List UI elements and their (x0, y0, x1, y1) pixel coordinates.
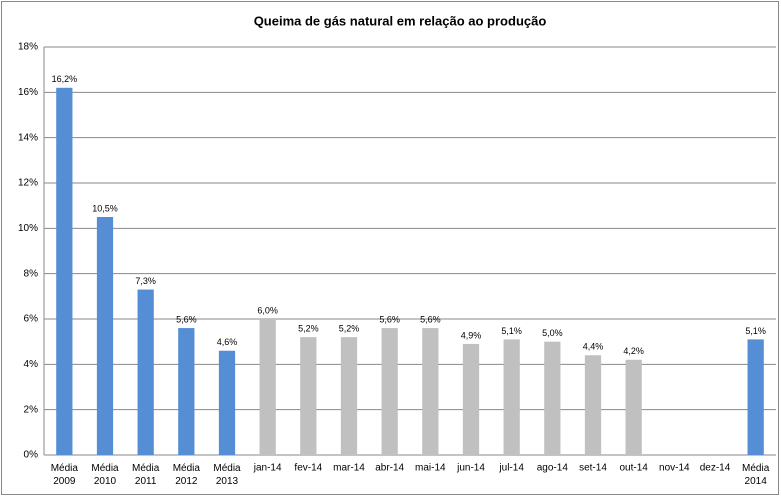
y-tick-label: 0% (24, 450, 39, 461)
y-tick-label: 8% (24, 268, 39, 279)
bar (381, 328, 398, 455)
x-tick-label: abr-14 (375, 463, 404, 474)
x-tick-label: Média 2013 (213, 463, 241, 487)
y-tick-label: 16% (18, 87, 38, 98)
bar (544, 341, 561, 455)
bar (625, 359, 642, 455)
y-tick-label: 6% (24, 314, 39, 325)
bar (340, 337, 358, 455)
value-label: 10,5% (92, 203, 118, 213)
y-tick-label: 4% (24, 359, 39, 370)
x-tick-label: mar-14 (333, 463, 365, 474)
x-tick-label: Média 2011 (132, 463, 160, 487)
x-tick-label: dez-14 (700, 463, 731, 474)
value-label: 4,9% (461, 330, 482, 340)
x-tick-label: Média 2010 (91, 463, 119, 487)
x-tick-label: jun-14 (456, 463, 485, 474)
bar (218, 350, 236, 455)
x-tick-label: Média 2009 (51, 463, 79, 487)
bar (137, 289, 154, 455)
chart-title: Queima de gás natural em relação ao prod… (254, 13, 547, 28)
y-tick-label: 2% (24, 404, 39, 415)
y-tick-label: 12% (18, 178, 38, 189)
bar (56, 87, 73, 456)
value-label: 5,2% (298, 324, 319, 334)
value-label: 5,6% (379, 314, 400, 324)
value-label: 4,4% (583, 342, 604, 352)
x-tick-label: jan-14 (253, 463, 282, 474)
bar (503, 339, 520, 455)
bar (422, 328, 439, 455)
bar (259, 319, 276, 455)
bar (178, 328, 195, 455)
bar (300, 337, 317, 455)
value-label: 5,2% (339, 324, 360, 334)
x-tick-label: mai-14 (415, 463, 446, 474)
x-tick-label: fev-14 (294, 463, 322, 474)
x-tick-label: nov-14 (659, 463, 690, 474)
x-tick-label: ago-14 (537, 463, 569, 474)
value-label: 5,6% (420, 314, 441, 324)
y-tick-label: 18% (18, 42, 38, 53)
value-label: 5,0% (542, 328, 563, 338)
x-tick-label: jul-14 (498, 463, 524, 474)
value-label: 16,2% (52, 74, 78, 84)
x-tick-label: Média 2014 (742, 463, 770, 487)
value-label: 4,2% (623, 346, 644, 356)
x-tick-label: Média 2012 (173, 463, 201, 487)
bar (584, 355, 602, 455)
bar (462, 343, 480, 455)
value-label: 6,0% (257, 305, 278, 315)
x-tick-label: out-14 (619, 463, 648, 474)
value-label: 7,3% (135, 276, 156, 286)
x-tick-label: set-14 (579, 463, 607, 474)
value-label: 5,1% (501, 326, 522, 336)
bar (96, 217, 114, 455)
y-tick-label: 10% (18, 223, 38, 234)
value-label: 4,6% (217, 337, 238, 347)
value-label: 5,6% (176, 314, 197, 324)
value-label: 5,1% (745, 326, 766, 336)
bar (747, 339, 764, 455)
y-tick-label: 14% (18, 132, 38, 143)
